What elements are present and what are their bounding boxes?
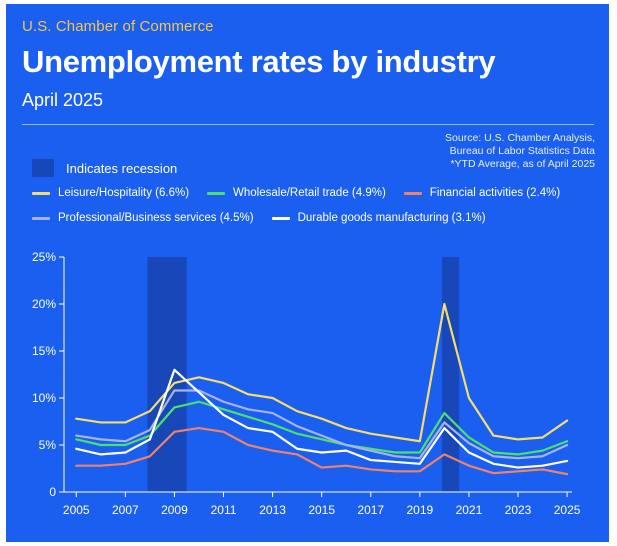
series-line-1	[75, 400, 569, 456]
source-line-2: Bureau of Labor Statistics Data	[449, 145, 595, 157]
legend-line-financial	[403, 191, 422, 195]
y-tick-label-2: 10%	[32, 391, 56, 405]
y-tick-label-1: 5%	[39, 438, 57, 452]
legend-line-professional	[32, 216, 50, 220]
y-tick-label-4: 20%	[32, 297, 56, 311]
series-line-4	[75, 368, 569, 469]
source-line-3: *YTD Average, as of April 2025	[450, 158, 595, 170]
x-tick-label-2: 2009	[161, 503, 188, 517]
y-tick-label-0: 0	[49, 485, 56, 499]
legend-item-leisure: Leisure/Hospitality (6.6%)	[32, 187, 189, 199]
legend-line-wholesale	[207, 191, 226, 195]
y-tick-label-5: 25%	[32, 250, 56, 264]
y-tick-label-3: 15%	[32, 344, 56, 358]
x-tick-label-1: 2007	[112, 503, 139, 517]
legend-item-professional: Professional/Business services (4.5%)	[32, 212, 254, 224]
x-tick-label-4: 2013	[259, 503, 286, 517]
x-tick-label-8: 2021	[456, 503, 483, 517]
chart-subtitle: April 2025	[22, 90, 104, 110]
legend-label-durable: Durable goods manufacturing (3.1%)	[297, 212, 486, 224]
legend-label-wholesale: Wholesale/Retail trade (4.9%)	[233, 187, 386, 199]
x-tick-label-6: 2017	[357, 503, 384, 517]
legend-row-2: Professional/Business services (4.5%) Du…	[32, 212, 504, 224]
x-tick-label-10: 2025	[554, 503, 581, 517]
recession-swatch	[32, 159, 54, 177]
series-line-2	[75, 426, 569, 476]
chart-card: U.S. Chamber of Commerce Unemployment ra…	[6, 4, 609, 542]
legend-label-leisure: Leisure/Hospitality (6.6%)	[58, 187, 190, 199]
legend-label-financial: Financial activities (2.4%)	[429, 187, 561, 199]
legend-label-professional: Professional/Business services (4.5%)	[58, 212, 254, 224]
legend-line-durable	[271, 216, 290, 220]
source-line-1: Source: U.S. Chamber Analysis,	[445, 132, 595, 144]
recession-legend-label: Indicates recession	[66, 160, 178, 176]
legend-line-leisure	[32, 191, 50, 195]
legend-item-durable: Durable goods manufacturing (3.1%)	[271, 212, 486, 224]
legend-item-wholesale: Wholesale/Retail trade (4.9%)	[207, 187, 386, 199]
x-tick-label-5: 2015	[308, 503, 335, 517]
x-tick-label-9: 2023	[505, 503, 532, 517]
source-note: Source: U.S. Chamber Analysis, Bureau of…	[445, 132, 595, 171]
legend-item-financial: Financial activities (2.4%)	[403, 187, 561, 199]
x-tick-label-3: 2011	[211, 503, 237, 517]
legend-row-1: Leisure/Hospitality (6.6%) Wholesale/Ret…	[32, 187, 578, 199]
x-tick-label-0: 2005	[63, 503, 90, 517]
chart-title: Unemployment rates by industry	[22, 44, 496, 79]
recession-band-1	[441, 257, 460, 492]
recession-legend: Indicates recession	[32, 159, 177, 177]
series-line-0	[75, 302, 569, 443]
header-divider	[22, 124, 594, 125]
line-chart: 0 5% 10% 15% 20% 25% 2005 2007 2009 2011 2013 2015 2…	[32, 250, 581, 517]
brand-label: U.S. Chamber of Commerce	[22, 18, 214, 35]
x-tick-label-7: 2019	[406, 503, 433, 517]
